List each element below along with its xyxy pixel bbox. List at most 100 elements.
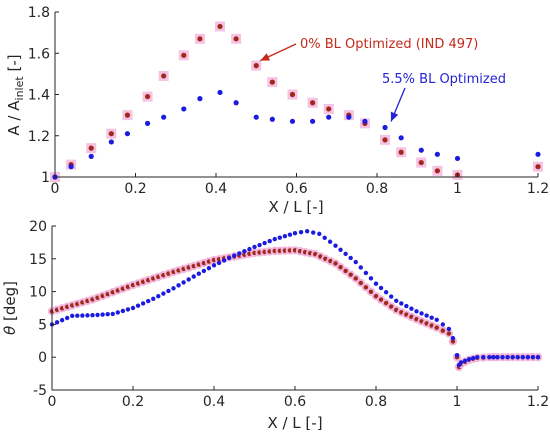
area-ratio-plot: 0 0.2 0.4 0.6 0.8 1 1.2 1 1.2 1.4 1.6 1.8 0% BL Opt… bbox=[5, 5, 549, 216]
data-point bbox=[404, 303, 409, 309]
data-point bbox=[333, 243, 338, 248]
x-tick-label: 1 bbox=[453, 181, 462, 197]
y-tick-label: 5 bbox=[38, 317, 47, 333]
data-point bbox=[292, 231, 298, 236]
data-point bbox=[211, 263, 217, 268]
data-point bbox=[124, 112, 131, 118]
x-tick-label: 0.2 bbox=[124, 181, 146, 197]
x-tick-label: 1.2 bbox=[527, 394, 549, 410]
data-point bbox=[64, 315, 70, 321]
data-point bbox=[440, 328, 446, 333]
data-point bbox=[383, 290, 389, 295]
data-point bbox=[495, 355, 500, 360]
data-point bbox=[326, 106, 332, 112]
data-point bbox=[363, 285, 369, 290]
area-ratio-markers bbox=[50, 21, 543, 182]
data-point bbox=[338, 264, 343, 270]
data-point bbox=[145, 298, 151, 304]
data-point bbox=[124, 131, 131, 137]
data-point bbox=[90, 313, 95, 318]
data-point bbox=[252, 244, 257, 250]
y-tick-label: 1.2 bbox=[28, 129, 50, 145]
data-point bbox=[382, 124, 388, 131]
data-point bbox=[144, 93, 151, 100]
data-point bbox=[161, 291, 166, 296]
data-point bbox=[434, 317, 439, 323]
data-point bbox=[289, 91, 296, 98]
data-point bbox=[525, 355, 531, 360]
data-point bbox=[201, 268, 207, 274]
annotation-label: 0% BL Optimized (IND 497) bbox=[300, 37, 478, 52]
data-point bbox=[277, 235, 283, 240]
data-point bbox=[166, 288, 171, 294]
data-point bbox=[382, 137, 388, 143]
data-point bbox=[181, 280, 186, 285]
data-point bbox=[115, 310, 121, 315]
data-point bbox=[419, 311, 424, 316]
data-point bbox=[272, 236, 277, 242]
data-point bbox=[454, 353, 460, 358]
data-point bbox=[388, 304, 394, 309]
data-point bbox=[348, 272, 353, 277]
data-point bbox=[373, 293, 379, 299]
data-point bbox=[156, 293, 161, 299]
data-point bbox=[247, 246, 252, 252]
data-point bbox=[75, 313, 80, 318]
data-point bbox=[304, 229, 310, 234]
angle-markers bbox=[47, 229, 543, 372]
data-point bbox=[110, 311, 115, 317]
data-point bbox=[262, 240, 267, 246]
data-point bbox=[140, 301, 146, 306]
data-point bbox=[505, 355, 510, 360]
area-ratio-ylabel: A / Ainlet [-] bbox=[5, 54, 26, 135]
data-point bbox=[440, 322, 446, 327]
data-point bbox=[475, 355, 480, 360]
area-ratio-xlabel: X / L [-] bbox=[268, 198, 323, 216]
y-tick-label: 1.4 bbox=[28, 88, 50, 104]
data-point bbox=[120, 308, 126, 314]
data-point bbox=[458, 360, 464, 365]
data-point bbox=[181, 52, 187, 58]
data-point bbox=[125, 307, 131, 312]
data-point bbox=[343, 251, 348, 257]
x-tick-label: 0.2 bbox=[122, 394, 144, 410]
data-point bbox=[151, 296, 156, 302]
data-point bbox=[135, 303, 141, 308]
data-point bbox=[253, 114, 259, 120]
data-point bbox=[253, 63, 259, 69]
data-point bbox=[491, 355, 496, 360]
data-point bbox=[358, 280, 364, 286]
data-point bbox=[424, 313, 429, 318]
y-tick-label: 15 bbox=[29, 252, 47, 268]
data-point bbox=[378, 297, 384, 302]
data-point bbox=[450, 335, 456, 341]
data-point bbox=[85, 313, 90, 318]
data-point bbox=[418, 147, 424, 153]
y-tick-label: 20 bbox=[29, 219, 47, 235]
x-tick-label: 0.8 bbox=[365, 394, 387, 410]
series-1-markers bbox=[52, 89, 541, 180]
data-point bbox=[282, 233, 288, 239]
data-point bbox=[466, 356, 472, 362]
data-point bbox=[130, 305, 136, 311]
data-point bbox=[398, 135, 404, 141]
series-0-markers bbox=[47, 246, 543, 372]
x-tick-label: 1.2 bbox=[527, 181, 549, 197]
data-point bbox=[368, 276, 374, 281]
data-point bbox=[471, 355, 476, 361]
data-point bbox=[327, 239, 333, 244]
data-point bbox=[181, 106, 187, 112]
annotation-arrow-head bbox=[390, 111, 399, 122]
data-point bbox=[217, 23, 223, 30]
angle-ylabel: θ [deg] bbox=[1, 281, 19, 335]
data-point bbox=[394, 298, 399, 303]
y-tick-label: 1.6 bbox=[28, 46, 50, 62]
data-point bbox=[378, 285, 384, 291]
data-point bbox=[500, 355, 505, 360]
data-point bbox=[161, 73, 167, 79]
data-point bbox=[216, 260, 222, 266]
y-tick-label: 10 bbox=[29, 285, 47, 301]
